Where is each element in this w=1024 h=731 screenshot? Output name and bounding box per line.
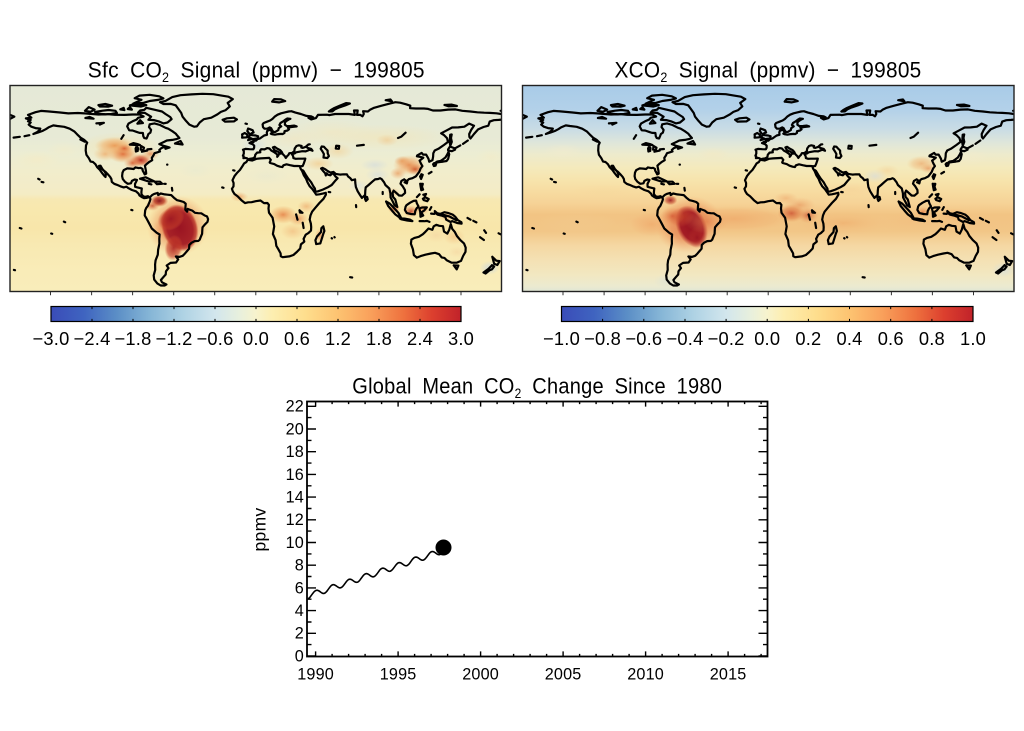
svg-text:−1.8: −1.8 — [115, 328, 152, 349]
svg-text:−0.4: −0.4 — [667, 328, 704, 349]
svg-text:1.0: 1.0 — [960, 328, 986, 349]
svg-text:2000: 2000 — [462, 666, 499, 684]
svg-text:−0.6: −0.6 — [625, 328, 662, 349]
svg-text:−2.4: −2.4 — [74, 328, 111, 349]
svg-text:1.2: 1.2 — [325, 328, 351, 349]
svg-text:0.0: 0.0 — [754, 328, 780, 349]
svg-text:0.6: 0.6 — [878, 328, 904, 349]
svg-text:2010: 2010 — [627, 666, 664, 684]
svg-text:0.6: 0.6 — [284, 328, 310, 349]
svg-text:0.0: 0.0 — [243, 328, 269, 349]
svg-text:0.2: 0.2 — [795, 328, 821, 349]
svg-text:−0.2: −0.2 — [708, 328, 745, 349]
svg-text:4: 4 — [295, 602, 304, 620]
svg-text:20: 20 — [286, 420, 304, 438]
svg-text:1990: 1990 — [297, 666, 334, 684]
svg-text:14: 14 — [286, 489, 304, 507]
svg-text:22: 22 — [286, 398, 304, 416]
svg-text:10: 10 — [286, 534, 304, 552]
svg-text:0.4: 0.4 — [836, 328, 862, 349]
svg-text:Global Mean CO2 Change Since 1: Global Mean CO2 Change Since 1980 — [352, 373, 722, 401]
svg-text:ppmv: ppmv — [250, 508, 270, 552]
svg-text:2015: 2015 — [710, 666, 747, 684]
svg-text:2: 2 — [295, 625, 304, 643]
svg-text:12: 12 — [286, 511, 304, 529]
svg-text:Sfc CO2 Signal (ppmv) − 199805: Sfc CO2 Signal (ppmv) − 199805 — [88, 57, 425, 86]
svg-text:1995: 1995 — [380, 666, 417, 684]
svg-text:−3.0: −3.0 — [33, 328, 70, 349]
svg-text:−0.8: −0.8 — [584, 328, 621, 349]
svg-text:−1.2: −1.2 — [156, 328, 193, 349]
svg-text:2005: 2005 — [545, 666, 582, 684]
svg-text:0.8: 0.8 — [919, 328, 945, 349]
svg-text:−1.0: −1.0 — [543, 328, 580, 349]
svg-text:6: 6 — [295, 579, 304, 597]
svg-text:16: 16 — [286, 466, 304, 484]
svg-text:8: 8 — [295, 557, 304, 575]
svg-text:18: 18 — [286, 443, 304, 461]
svg-text:3.0: 3.0 — [448, 328, 474, 349]
svg-text:2.4: 2.4 — [407, 328, 433, 349]
svg-text:0: 0 — [295, 647, 304, 665]
svg-text:1.8: 1.8 — [366, 328, 392, 349]
svg-text:−0.6: −0.6 — [197, 328, 234, 349]
